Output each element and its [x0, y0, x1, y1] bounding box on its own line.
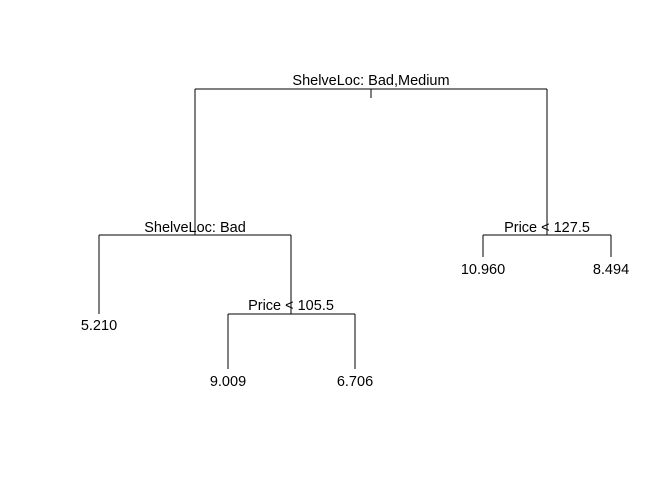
split-left: ShelveLoc: Bad	[98, 220, 292, 314]
split-root-label: ShelveLoc: Bad,Medium	[292, 73, 449, 89]
split-left-right-label: Price < 105.5	[248, 298, 334, 314]
split-root: ShelveLoc: Bad,Medium	[194, 73, 548, 235]
leaf-label: 10.960	[461, 262, 505, 278]
leaf-label: 6.706	[337, 374, 373, 390]
split-right-label: Price < 127.5	[504, 220, 590, 236]
split-left-right: Price < 105.5	[227, 298, 356, 369]
leaf-label: 8.494	[593, 262, 629, 278]
leaf-label: 9.009	[210, 374, 246, 390]
split-right: Price < 127.5	[482, 220, 612, 257]
leaf-label: 5.210	[81, 318, 117, 334]
split-left-label: ShelveLoc: Bad	[144, 220, 246, 236]
